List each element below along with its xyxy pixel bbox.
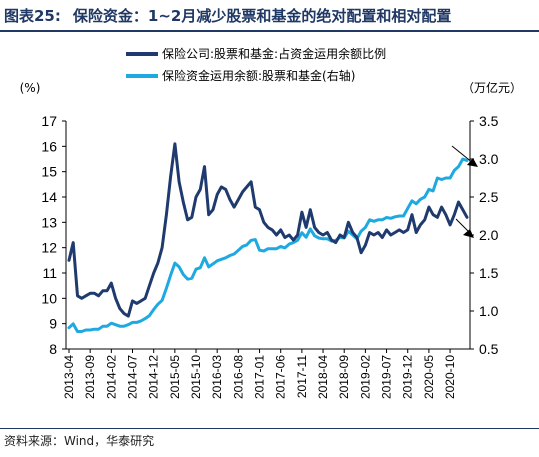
left-axis-tick-label: 10 (41, 290, 57, 306)
x-axis-tick-label: 2016-03 (210, 355, 224, 399)
figure-label: 图表25: (4, 7, 61, 25)
figure-title: 图表25: 保险资金：1~2月减少股票和基金的绝对配置和相对配置 (4, 4, 451, 28)
x-axis-tick-label: 2017-06 (274, 355, 288, 399)
annotation-arrow-line-lower (455, 218, 471, 234)
x-axis-tick-label: 2018-04 (316, 355, 330, 399)
x-axis-tick-label: 2014-02 (104, 355, 118, 399)
left-axis-tick-label: 8 (49, 341, 57, 357)
x-axis-tick-label: 2013-09 (83, 355, 97, 399)
right-axis-tick-label: 1.0 (479, 303, 499, 319)
x-axis-tick-label: 2013-04 (62, 355, 76, 399)
x-axis-tick-label: 2015-05 (168, 355, 182, 399)
right-axis-tick-label: 2.0 (479, 227, 499, 243)
figure-title-text: 保险资金：1~2月减少股票和基金的绝对配置和相对配置 (72, 7, 452, 25)
right-axis-unit: （万亿元） (462, 80, 522, 95)
legend-label-ratio: 保险公司:股票和基金:占资金运用余额比例 (162, 46, 386, 61)
left-axis-unit: (%) (20, 81, 41, 95)
right-axis-tick-label: 2.5 (479, 189, 499, 205)
legend-label-balance: 保险资金运用余额:股票和基金(右轴) (162, 68, 355, 83)
x-axis-tick-label: 2015-10 (189, 355, 203, 399)
right-axis-tick-label: 0.5 (479, 341, 499, 357)
annotation-arrow-line-upper (451, 145, 474, 164)
chart-series (67, 142, 469, 333)
title-rule (0, 30, 539, 32)
annotation-arrowhead-upper (467, 158, 478, 167)
chart-annotations (451, 145, 478, 238)
line-chart: (%) （万亿元） 8 9 10 11 12 13 14 15 16 17 0.5 1.0 1.5 2.0… (20, 46, 522, 399)
x-axis-tick-label: 2019-07 (380, 355, 394, 399)
right-axis-tick-label: 1.5 (479, 265, 499, 281)
source-rule (0, 428, 539, 429)
left-axis-tick-label: 16 (41, 138, 57, 154)
left-axis-tick-label: 14 (41, 189, 57, 205)
x-axis-tick-label: 2017-01 (253, 355, 267, 399)
x-axis-tick-label: 2019-12 (401, 355, 415, 399)
x-axis-tick-label: 2018-09 (337, 355, 351, 399)
left-axis-tick-label: 12 (41, 240, 57, 256)
x-axis-tick-label: 2017-11 (295, 355, 309, 398)
series-line-ratio (67, 142, 469, 318)
chart-axes: (%) （万亿元） 8 9 10 11 12 13 14 15 16 17 0.5 1.0 1.5 2.0… (20, 80, 522, 399)
right-axis-tick-label: 3.0 (479, 151, 499, 167)
annotation-arrowhead-lower (463, 229, 474, 238)
right-axis-tick-label: 3.5 (479, 113, 499, 129)
x-axis-tick-label: 2019-02 (358, 355, 372, 399)
x-axis-tick-label: 2020-10 (443, 355, 457, 399)
series-line-balance (67, 157, 469, 333)
left-axis-tick-label: 15 (41, 164, 57, 180)
x-axis-tick-label: 2014-07 (126, 355, 140, 399)
source-note: 资料来源：Wind，华泰研究 (4, 434, 155, 448)
left-axis-tick-label: 9 (49, 316, 57, 332)
left-axis-tick-label: 17 (41, 113, 57, 129)
x-axis-tick-label: 2016-08 (231, 355, 245, 399)
chart-legend: 保险公司:股票和基金:占资金运用余额比例 保险资金运用余额:股票和基金(右轴) (126, 46, 386, 83)
x-axis-tick-label: 2014-12 (147, 355, 161, 399)
left-axis-tick-label: 13 (41, 214, 57, 230)
x-axis-tick-label: 2020-05 (422, 355, 436, 399)
left-axis-tick-label: 11 (42, 265, 57, 281)
